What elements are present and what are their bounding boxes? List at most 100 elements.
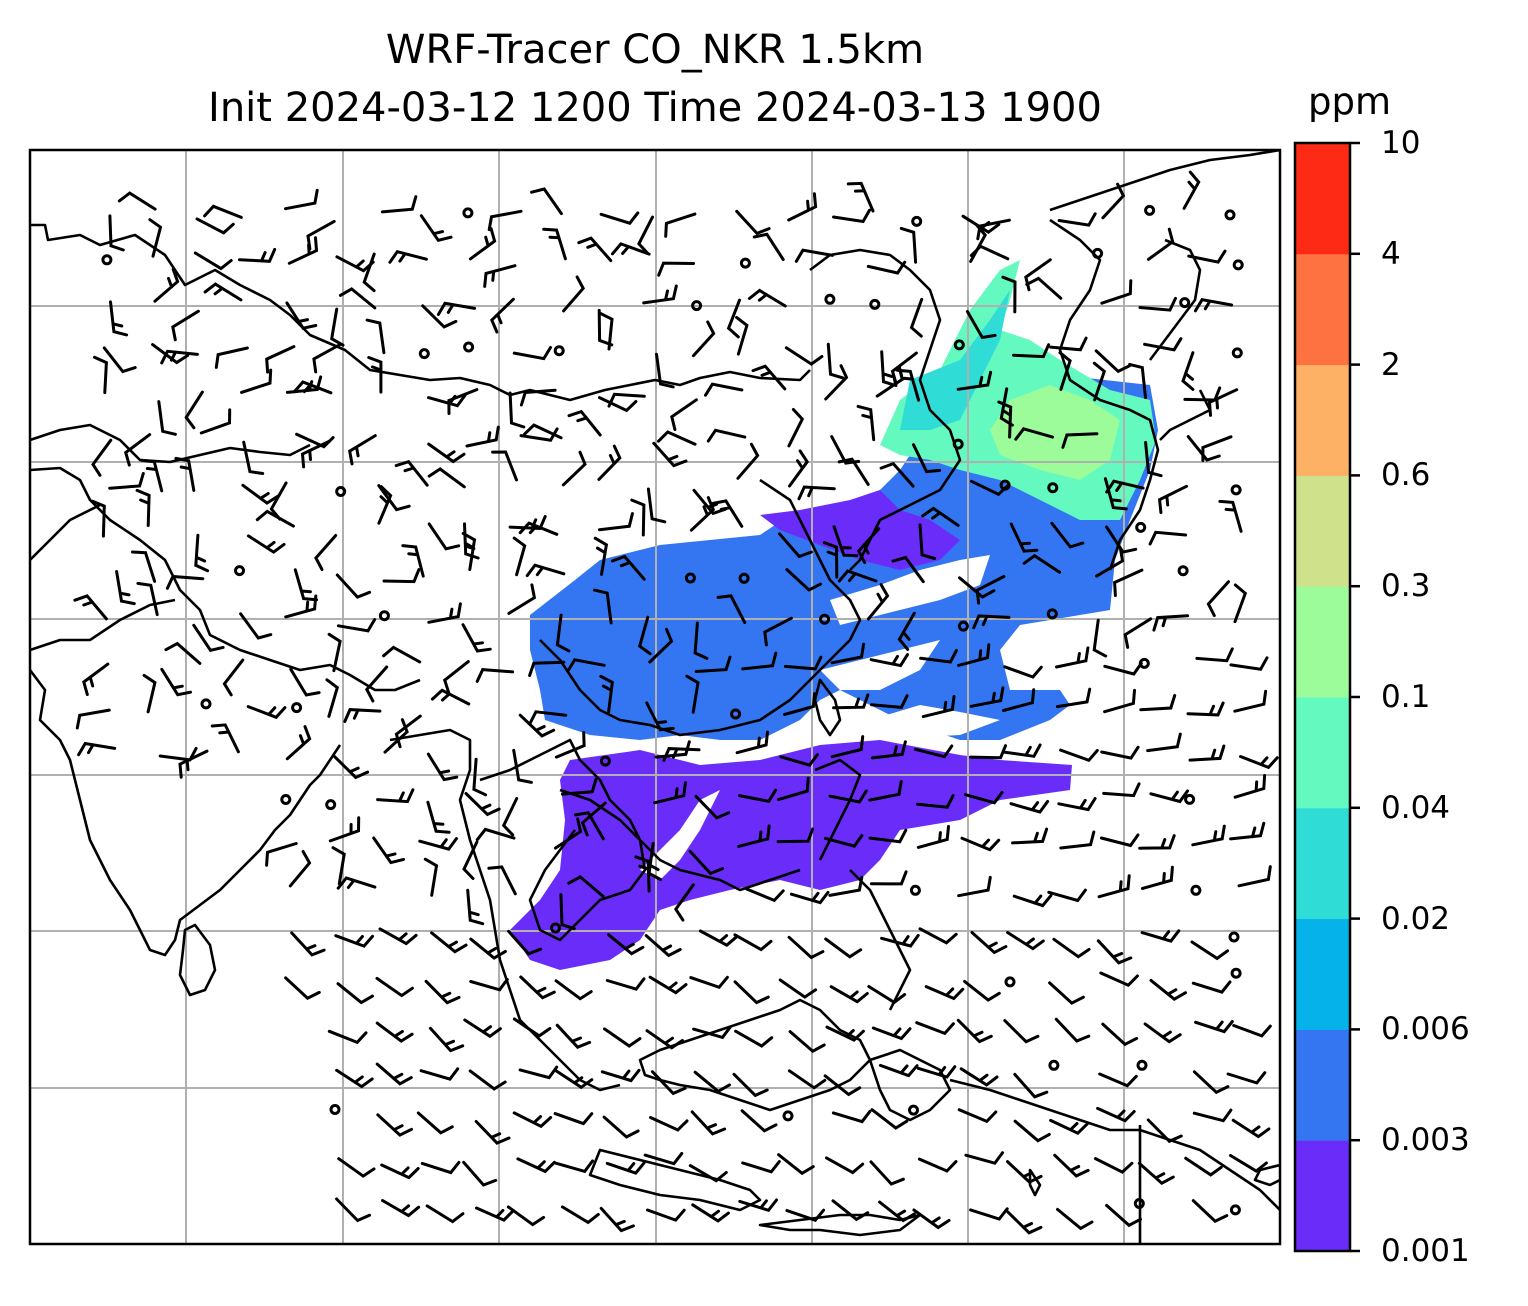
wind-barb	[869, 1160, 905, 1186]
chart-title-line1: WRF-Tracer CO_NKR 1.5km	[385, 27, 925, 73]
wind-barb	[787, 935, 825, 960]
wind-barb	[165, 574, 205, 590]
wind-barb	[335, 1197, 371, 1223]
wind-barb	[726, 298, 741, 339]
calm-wind-circle	[1144, 204, 1156, 216]
calm-wind-circle	[1136, 1059, 1148, 1071]
plume-region-ne-edge	[900, 290, 1010, 430]
wind-barb	[421, 304, 458, 329]
wind-barb	[856, 404, 876, 442]
wind-barb	[372, 836, 405, 865]
wind-barb	[603, 1027, 642, 1048]
calm-wind-circle	[957, 620, 969, 632]
wind-barb	[285, 301, 318, 330]
wind-barb	[1096, 1106, 1136, 1123]
wind-barb	[1146, 227, 1175, 261]
wind-barb	[653, 781, 687, 805]
wind-barb	[1003, 665, 1043, 679]
wind-barb	[829, 985, 869, 1004]
wind-barb	[330, 307, 345, 347]
wind-barb	[199, 408, 232, 435]
wind-barb	[501, 797, 519, 837]
wind-barb	[193, 251, 233, 271]
wind-barb	[1047, 888, 1087, 903]
wind-barb	[109, 300, 129, 337]
colorbar-swatch	[1295, 586, 1350, 698]
wind-barb	[1103, 688, 1136, 714]
wind-barb	[265, 345, 296, 374]
wind-barb	[1096, 939, 1133, 965]
wind-barb	[561, 450, 587, 487]
wind-barb	[375, 976, 414, 998]
wind-barb	[598, 512, 634, 532]
wind-barb	[652, 441, 688, 468]
wind-barb	[336, 618, 377, 633]
wind-barb	[123, 433, 152, 467]
wind-barb	[300, 439, 332, 469]
wind-barb	[831, 1199, 870, 1222]
wind-barb	[487, 865, 517, 896]
wind-barb	[822, 541, 839, 579]
wind-barb	[1191, 1199, 1229, 1223]
plume-region-ne-core	[990, 385, 1120, 480]
colorbar-tick-label: 0.1	[1381, 679, 1431, 715]
wind-barb	[325, 678, 340, 718]
wind-barb	[512, 346, 552, 361]
wind-barb	[711, 499, 744, 528]
calm-wind-circle	[1232, 259, 1244, 271]
wind-barb	[1006, 931, 1045, 951]
wind-barb	[605, 977, 646, 991]
wind-barb	[1098, 1072, 1138, 1088]
wind-barb	[1013, 1119, 1051, 1143]
wind-barb	[826, 342, 845, 380]
wind-barb	[1061, 432, 1099, 449]
wind-barb	[921, 506, 960, 527]
wind-barb	[567, 875, 605, 898]
wind-barb	[1092, 618, 1108, 658]
wind-barb	[73, 594, 108, 621]
wind-barb	[1014, 427, 1054, 441]
wind-barb	[692, 1025, 732, 1040]
wind-barb	[830, 735, 865, 759]
wind-barb	[871, 1026, 912, 1041]
wind-barb	[178, 749, 209, 779]
colorbar-swatch	[1295, 364, 1350, 476]
wind-barb	[1149, 978, 1187, 1002]
calm-wind-circle	[1177, 565, 1189, 577]
wind-barb	[312, 343, 342, 374]
wind-barb	[1152, 614, 1190, 632]
wind-barb	[879, 461, 915, 488]
wind-barb	[1009, 800, 1050, 814]
wind-barb	[332, 754, 370, 780]
wind-barb	[151, 343, 190, 365]
plume-region-south	[510, 740, 1072, 970]
wind-barb	[528, 660, 566, 677]
wind-barb	[1058, 351, 1072, 391]
wind-barb	[917, 1157, 958, 1173]
wind-barb	[1182, 170, 1201, 210]
wind-barb	[554, 1069, 594, 1090]
wind-barb	[1049, 1118, 1089, 1136]
wind-barb	[553, 817, 583, 850]
wind-barb	[519, 427, 559, 442]
wind-barb	[507, 583, 537, 615]
wind-barb	[787, 192, 818, 222]
calm-wind-circle	[999, 479, 1011, 491]
wind-barb	[670, 398, 698, 431]
wind-barb	[997, 400, 1013, 439]
wind-barb	[461, 531, 477, 571]
wind-barb	[693, 1070, 731, 1094]
wind-barb	[426, 800, 451, 834]
calm-wind-circle	[953, 339, 965, 351]
wind-barb	[401, 544, 425, 578]
wind-barb	[1052, 937, 1091, 959]
wind-barb	[1231, 1118, 1271, 1139]
wind-barb	[428, 1026, 465, 1053]
wind-barb	[1233, 689, 1268, 713]
wind-barb	[693, 621, 709, 660]
wind-barb	[1233, 774, 1267, 799]
wind-barb	[1100, 279, 1133, 305]
wind-barb	[593, 536, 609, 576]
wind-barb	[1099, 971, 1139, 987]
wind-barb	[706, 428, 747, 443]
